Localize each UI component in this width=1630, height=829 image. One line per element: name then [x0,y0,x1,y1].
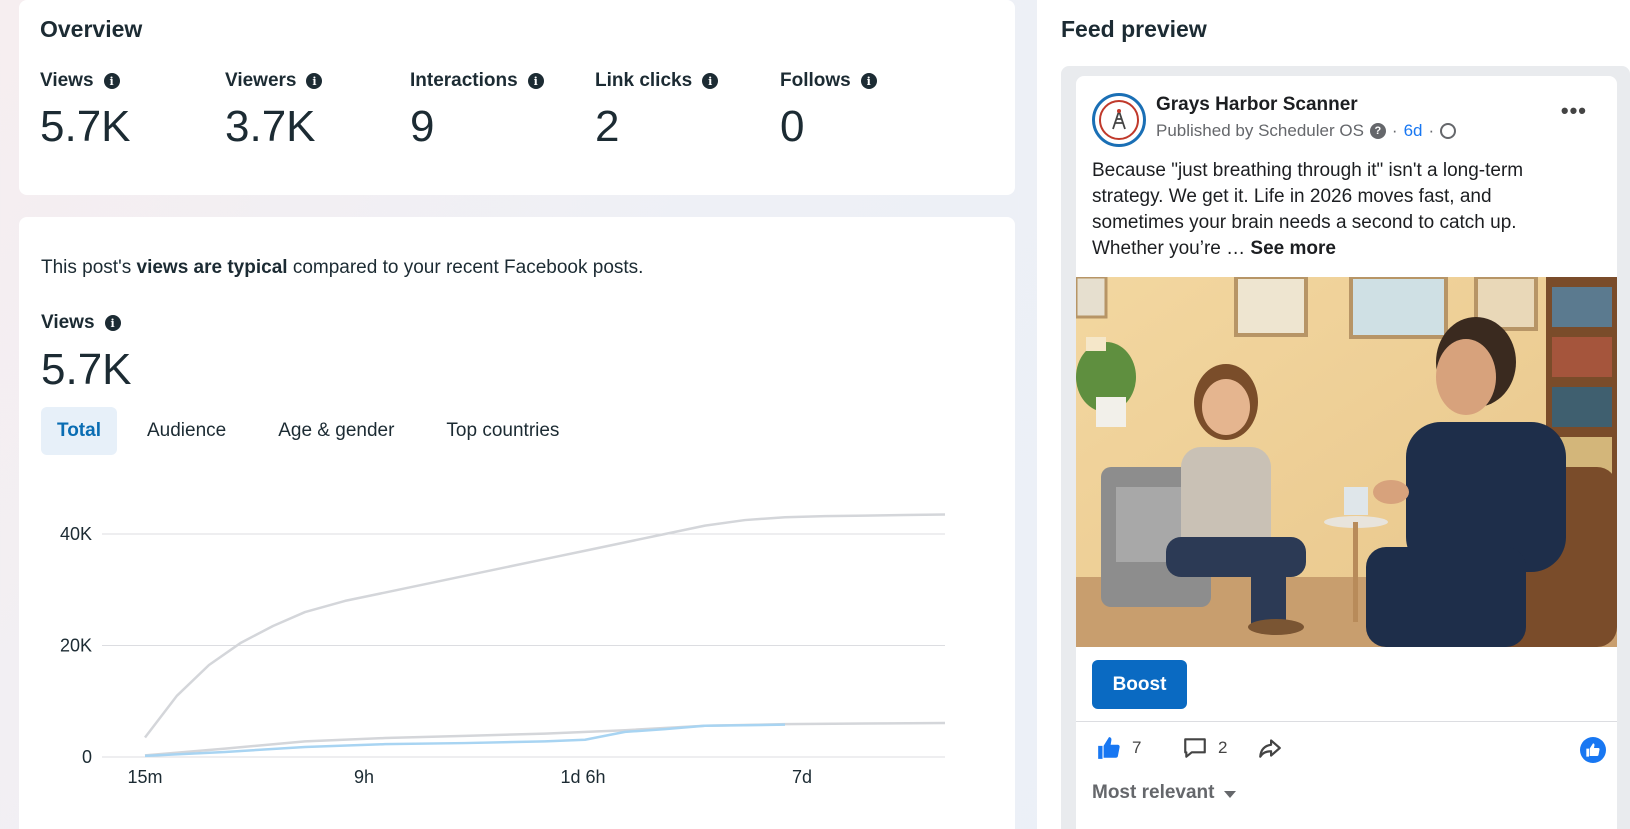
metric-label: Interactions [410,70,518,91]
x-tick-label: 15m [127,767,162,787]
views-chart: 0 20K 40K 15m 9h 1d 6h 7d [60,513,946,787]
series-line-1 [144,721,946,757]
x-tick-label: 1d 6h [560,767,605,787]
metric-interactions: Interactions i 9 [410,70,590,152]
post-text-body: Because "just breathing through it" isn'… [1092,160,1524,259]
post-card: Grays Harbor Scanner Published by Schedu… [1076,76,1617,829]
metric-value: 9 [410,102,435,151]
x-tick-label: 7d [792,767,812,787]
overview-card: Overview Views i 5.7K Viewers i 3.7K Inter… [19,0,1015,195]
metric-value: 0 [780,102,805,151]
comment-sort-dropdown[interactable]: Most relevant [1092,782,1237,804]
views-label: Views i [41,312,121,334]
y-tick-label: 0 [82,747,92,767]
see-more-link[interactable]: See more [1250,238,1336,259]
scanner-logo-icon [1099,100,1139,140]
help-icon[interactable]: ? [1369,123,1386,139]
boost-button[interactable]: Boost [1092,660,1187,709]
y-tick-label: 20K [60,636,92,656]
tab-top-countries[interactable]: Top countries [446,420,560,441]
post-meta: Published by Scheduler OS ? · 6d · [1156,121,1457,141]
like-count: 7 [1132,738,1142,757]
tab-total[interactable]: Total [41,407,117,455]
comment-action[interactable]: 2 [1182,735,1227,761]
divider [1076,721,1617,722]
sort-label: Most relevant [1092,782,1215,803]
y-tick-label: 40K [60,524,92,544]
views-value: 5.7K [41,345,132,394]
separator-dot: · [1428,121,1435,140]
info-icon[interactable]: i [527,73,544,89]
separator-dot: · [1391,121,1398,140]
post-actions: 7 2 [1096,733,1606,767]
overview-title: Overview [40,16,143,42]
info-icon[interactable]: i [103,73,120,89]
feed-preview-title: Feed preview [1061,16,1207,42]
info-icon[interactable]: i [860,73,877,89]
typical-comparison-text: This post's views are typical compared t… [41,257,643,279]
views-label-text: Views [41,312,95,333]
info-icon[interactable]: i [306,73,323,89]
typical-prefix: This post's [41,257,137,278]
thumbs-up-icon [1098,737,1120,759]
metric-viewers: Viewers i 3.7K [225,70,405,152]
metric-label: Follows [780,70,851,91]
post-text: Because "just breathing through it" isn'… [1092,158,1587,262]
more-options-icon[interactable]: ••• [1560,98,1587,123]
metric-follows: Follows i 0 [780,70,960,152]
page-name[interactable]: Grays Harbor Scanner [1156,94,1358,115]
like-reaction-icon [1580,737,1606,763]
comment-count: 2 [1218,738,1228,757]
metric-link-clicks: Link clicks i 2 [595,70,775,152]
typical-suffix: compared to your recent Facebook posts. [287,257,644,278]
chevron-down-icon [1224,791,1237,798]
published-by: Published by Scheduler OS [1156,121,1364,140]
metric-value: 3.7K [225,102,316,151]
views-card: This post's views are typical compared t… [19,217,1015,829]
tab-audience[interactable]: Audience [146,420,227,441]
metric-label: Link clicks [595,70,693,91]
comment-icon [1184,738,1206,758]
tab-age-gender[interactable]: Age & gender [278,420,395,441]
x-tick-label: 9h [354,767,374,787]
info-icon[interactable]: i [104,315,121,331]
typical-bold: views are typical [136,257,288,278]
like-action[interactable]: 7 [1096,735,1141,761]
share-icon [1259,739,1281,758]
post-time-link[interactable]: 6d [1403,121,1423,140]
share-action[interactable] [1256,735,1284,761]
therapy-session-photo [1076,277,1617,647]
metric-label: Views [40,70,94,91]
post-image[interactable] [1076,277,1617,647]
globe-icon [1440,123,1457,139]
info-icon[interactable]: i [702,73,719,89]
series-line-0 [144,513,946,739]
metric-value: 2 [595,102,620,151]
metric-value: 5.7K [40,102,131,151]
views-tabs: Total Audience Age & gender Top countrie… [41,407,581,455]
metric-views: Views i 5.7K [40,70,220,152]
metric-label: Viewers [225,70,297,91]
series-line-2 [144,723,786,758]
avatar[interactable] [1092,93,1146,147]
